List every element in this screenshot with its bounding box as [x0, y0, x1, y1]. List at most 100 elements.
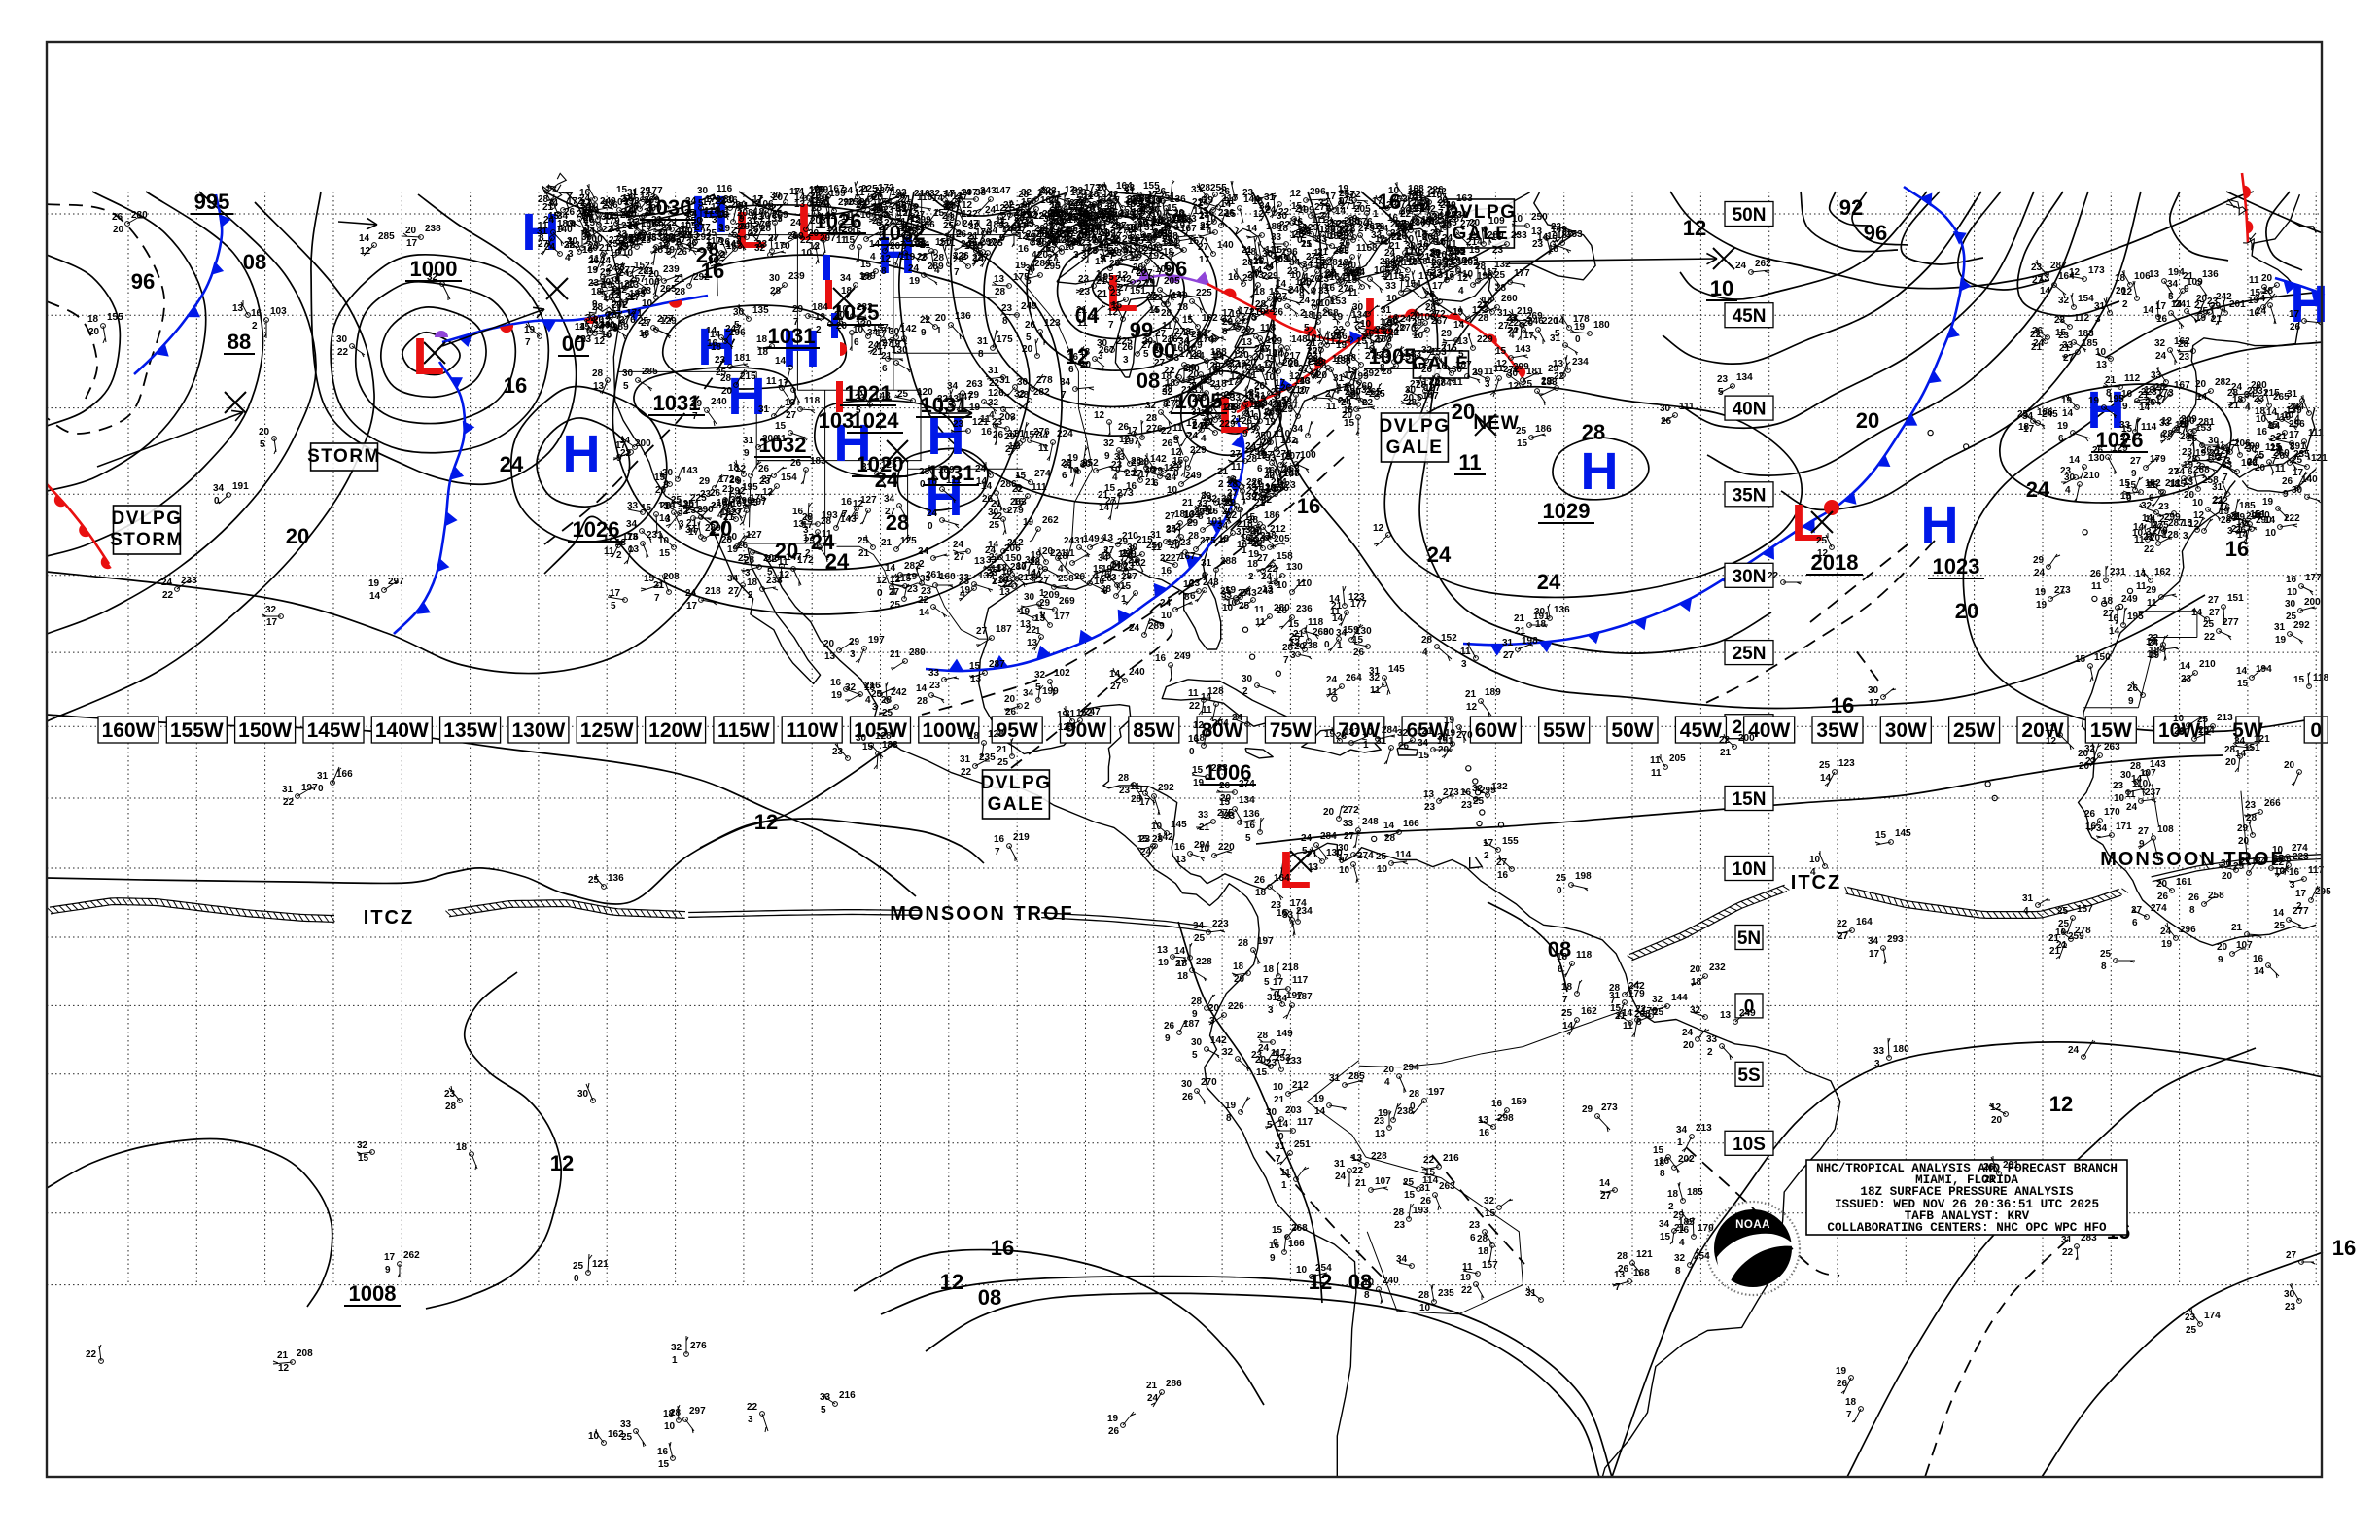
svg-text:1031: 1031 [653, 391, 701, 415]
svg-text:30: 30 [578, 1089, 589, 1100]
svg-text:13: 13 [1308, 862, 1319, 873]
svg-text:177: 177 [2305, 573, 2322, 583]
svg-text:30: 30 [1191, 1037, 1203, 1048]
svg-text:147: 147 [995, 186, 1011, 196]
svg-text:199: 199 [1042, 686, 1059, 697]
svg-text:145: 145 [1171, 820, 1187, 830]
svg-text:11: 11 [1458, 450, 1481, 474]
svg-text:6: 6 [1558, 964, 1563, 975]
svg-text:15: 15 [1182, 315, 1194, 326]
svg-text:2: 2 [1192, 420, 1198, 431]
svg-text:34: 34 [1354, 267, 1366, 278]
svg-text:27: 27 [1503, 650, 1515, 661]
svg-text:268: 268 [1291, 1223, 1308, 1234]
svg-text:35N: 35N [1732, 485, 1767, 506]
svg-text:21: 21 [1293, 629, 1305, 640]
svg-text:16: 16 [1460, 788, 1472, 798]
svg-text:5: 5 [1304, 323, 1310, 333]
svg-text:18Z SURFACE PRESSURE ANALYSIS: 18Z SURFACE PRESSURE ANALYSIS [1860, 1185, 2074, 1199]
svg-text:5: 5 [767, 567, 773, 578]
svg-text:28: 28 [652, 245, 664, 256]
svg-text:32: 32 [1690, 1005, 1701, 1016]
svg-text:6: 6 [1253, 412, 1259, 423]
svg-text:4: 4 [891, 587, 896, 598]
svg-text:20: 20 [1208, 1003, 1220, 1014]
svg-text:4: 4 [1201, 434, 1207, 444]
svg-text:148: 148 [874, 391, 891, 402]
svg-text:162: 162 [1581, 1006, 1597, 1017]
svg-text:31: 31 [282, 785, 294, 795]
svg-text:27: 27 [885, 507, 896, 517]
svg-text:17: 17 [1139, 470, 1151, 480]
svg-text:34: 34 [1023, 688, 1034, 699]
svg-text:21: 21 [1274, 1095, 1285, 1105]
svg-text:23: 23 [2054, 315, 2066, 326]
svg-text:4: 4 [1238, 373, 1243, 384]
svg-text:32: 32 [671, 1343, 682, 1353]
svg-text:20: 20 [587, 243, 599, 254]
svg-text:50W: 50W [1611, 719, 1653, 742]
svg-text:23: 23 [988, 238, 999, 249]
svg-text:19: 19 [368, 578, 380, 589]
svg-text:195: 195 [2127, 612, 2144, 622]
svg-text:252: 252 [1066, 234, 1082, 245]
svg-text:28: 28 [2130, 761, 2142, 772]
svg-text:183: 183 [2078, 329, 2094, 339]
svg-text:20W: 20W [2021, 719, 2063, 742]
svg-text:L: L [1792, 494, 1824, 552]
svg-text:20: 20 [1955, 599, 1978, 623]
svg-text:15: 15 [584, 218, 596, 228]
svg-text:12: 12 [360, 246, 371, 257]
svg-text:136: 136 [1243, 809, 1260, 820]
svg-text:1: 1 [1337, 641, 1343, 651]
svg-text:2: 2 [616, 550, 622, 561]
svg-text:155: 155 [107, 312, 123, 323]
svg-text:228: 228 [1196, 957, 1212, 967]
svg-text:280: 280 [131, 210, 148, 221]
svg-text:17: 17 [610, 588, 621, 599]
svg-text:GALE: GALE [1413, 354, 1470, 374]
svg-text:100: 100 [1300, 450, 1316, 461]
svg-text:212: 212 [1270, 524, 1286, 535]
svg-text:2: 2 [1218, 479, 1224, 490]
svg-text:5: 5 [821, 1405, 826, 1416]
svg-text:154: 154 [781, 472, 797, 483]
svg-text:189: 189 [938, 465, 955, 475]
svg-text:14: 14 [2273, 908, 2285, 919]
svg-text:29: 29 [1049, 202, 1061, 213]
svg-text:2: 2 [1170, 366, 1175, 376]
svg-text:34: 34 [2244, 390, 2256, 401]
svg-text:210: 210 [1122, 531, 1138, 542]
svg-text:28: 28 [1478, 313, 1489, 324]
svg-text:30: 30 [988, 508, 999, 518]
svg-text:23: 23 [883, 205, 894, 216]
svg-text:134: 134 [1736, 372, 1753, 383]
svg-text:15: 15 [969, 661, 981, 672]
svg-text:15: 15 [1111, 300, 1123, 311]
svg-text:19: 19 [1152, 466, 1164, 476]
svg-text:7: 7 [1170, 251, 1175, 262]
svg-text:33: 33 [959, 573, 970, 583]
svg-text:23: 23 [715, 355, 726, 366]
svg-text:08: 08 [1137, 368, 1160, 393]
svg-text:25: 25 [2058, 919, 2070, 929]
svg-text:13: 13 [628, 544, 640, 555]
svg-text:H: H [728, 368, 766, 426]
svg-text:10: 10 [664, 1421, 676, 1432]
svg-text:24: 24 [1147, 1393, 1159, 1404]
svg-text:24: 24 [1129, 623, 1140, 634]
svg-text:238: 238 [1397, 1106, 1414, 1117]
svg-text:0: 0 [214, 496, 220, 507]
svg-text:281: 281 [1112, 562, 1129, 573]
svg-text:10: 10 [1199, 844, 1210, 855]
svg-text:25: 25 [1522, 379, 1533, 390]
svg-text:10: 10 [1419, 1303, 1431, 1313]
svg-text:23: 23 [953, 419, 964, 430]
svg-text:21: 21 [2276, 432, 2288, 442]
svg-text:239: 239 [788, 271, 805, 282]
svg-text:20: 20 [2284, 760, 2295, 771]
svg-text:19: 19 [2219, 507, 2230, 517]
svg-text:9: 9 [2283, 489, 2289, 500]
svg-text:8: 8 [625, 210, 631, 221]
svg-text:29: 29 [953, 255, 964, 265]
